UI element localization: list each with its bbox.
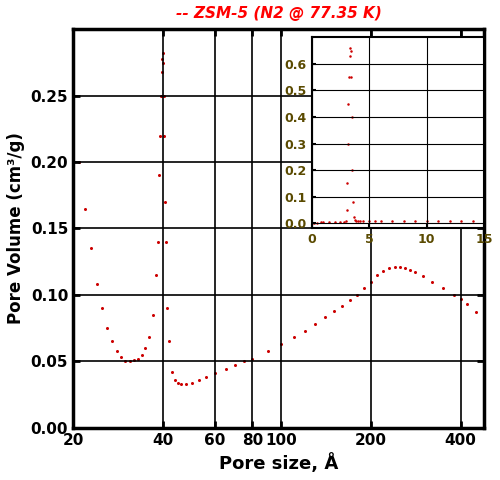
Text: -- ZSM-5 (N2 @ 77.35 K): -- ZSM-5 (N2 @ 77.35 K): [176, 6, 382, 22]
X-axis label: Pore size, Å: Pore size, Å: [219, 453, 338, 473]
Y-axis label: Pore Volume (cm³/g): Pore Volume (cm³/g): [7, 132, 25, 324]
